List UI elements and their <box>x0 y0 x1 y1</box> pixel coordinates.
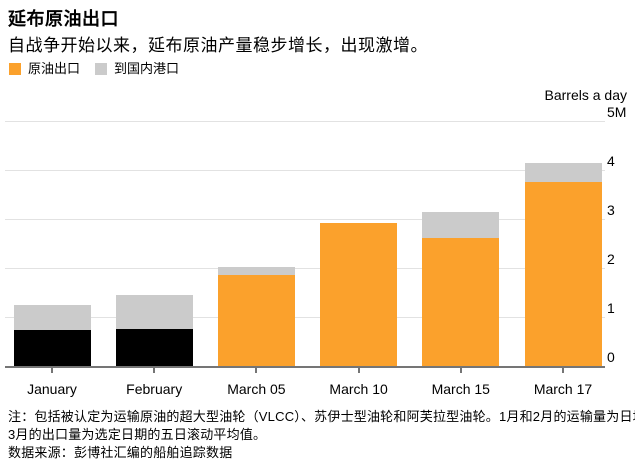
x-axis-tick <box>459 368 462 373</box>
gridline <box>5 170 605 171</box>
x-axis-label: February <box>126 381 183 397</box>
gridline <box>5 121 605 122</box>
y-axis-tick-label: 2 <box>607 251 615 267</box>
bar-segment-exports <box>525 182 602 367</box>
bar-segment-domestic <box>218 267 295 275</box>
domestic-swatch-icon <box>95 63 108 75</box>
bar-segment-domestic <box>14 305 91 330</box>
gridline <box>5 268 605 269</box>
x-axis-label: March 10 <box>329 381 388 397</box>
chart-legend: 原油出口 到国内港口 <box>9 62 194 76</box>
bar-segment-domestic <box>116 295 193 329</box>
legend-item-domestic: 到国内港口 <box>95 62 179 76</box>
chart-subtitle: 自战争开始以来，延布原油产量稳步增长，出现激增。 <box>8 36 428 55</box>
page-title: 延布原油出口 <box>8 9 119 29</box>
x-axis-tick <box>51 368 53 373</box>
legend-label-domestic: 到国内港口 <box>114 61 180 76</box>
x-axis-tick <box>255 368 258 373</box>
bar-segment-exports <box>116 329 193 367</box>
x-axis-label: March 05 <box>227 381 286 397</box>
y-axis-tick-label: 0 <box>607 349 615 365</box>
bar-segment-domestic <box>525 163 602 182</box>
bar-segment-exports <box>218 275 295 367</box>
source-line: 数据来源：彭博社汇编的船舶追踪数据 <box>8 445 233 460</box>
y-axis-tick-label: 3 <box>607 202 615 218</box>
x-axis-label: March 15 <box>431 381 490 397</box>
gridline <box>5 317 605 318</box>
x-axis-tick <box>562 368 564 373</box>
exports-swatch-icon <box>9 63 21 75</box>
legend-item-exports: 原油出口 <box>9 62 80 76</box>
y-axis-tick-label: 4 <box>607 153 615 169</box>
y-axis-tick-label: 5M <box>607 104 627 120</box>
x-axis-tick <box>153 368 156 373</box>
y-axis-unit-label: Barrels a day <box>544 87 627 103</box>
x-axis-label: January <box>27 381 77 397</box>
gridline <box>5 219 605 220</box>
bar-segment-domestic <box>422 212 499 238</box>
note-line-2: 3月的出口量为选定日期的五日滚动平均值。 <box>8 427 267 442</box>
x-axis-baseline <box>5 366 605 368</box>
legend-label-exports: 原油出口 <box>28 61 81 76</box>
x-axis-tick <box>357 368 360 373</box>
note-line-1: 注：包括被认定为运输原油的超大型油轮（VLCC）、苏伊士型油轮和阿芙拉型油轮。1… <box>8 409 635 424</box>
bar-segment-exports <box>320 223 397 367</box>
chart-footnotes: 注：包括被认定为运输原油的超大型油轮（VLCC）、苏伊士型油轮和阿芙拉型油轮。1… <box>8 408 635 462</box>
bar-segment-exports <box>422 238 499 367</box>
y-axis-tick-label: 1 <box>607 300 615 316</box>
x-axis-label: March 17 <box>533 381 593 397</box>
bar-segment-exports <box>14 330 91 367</box>
